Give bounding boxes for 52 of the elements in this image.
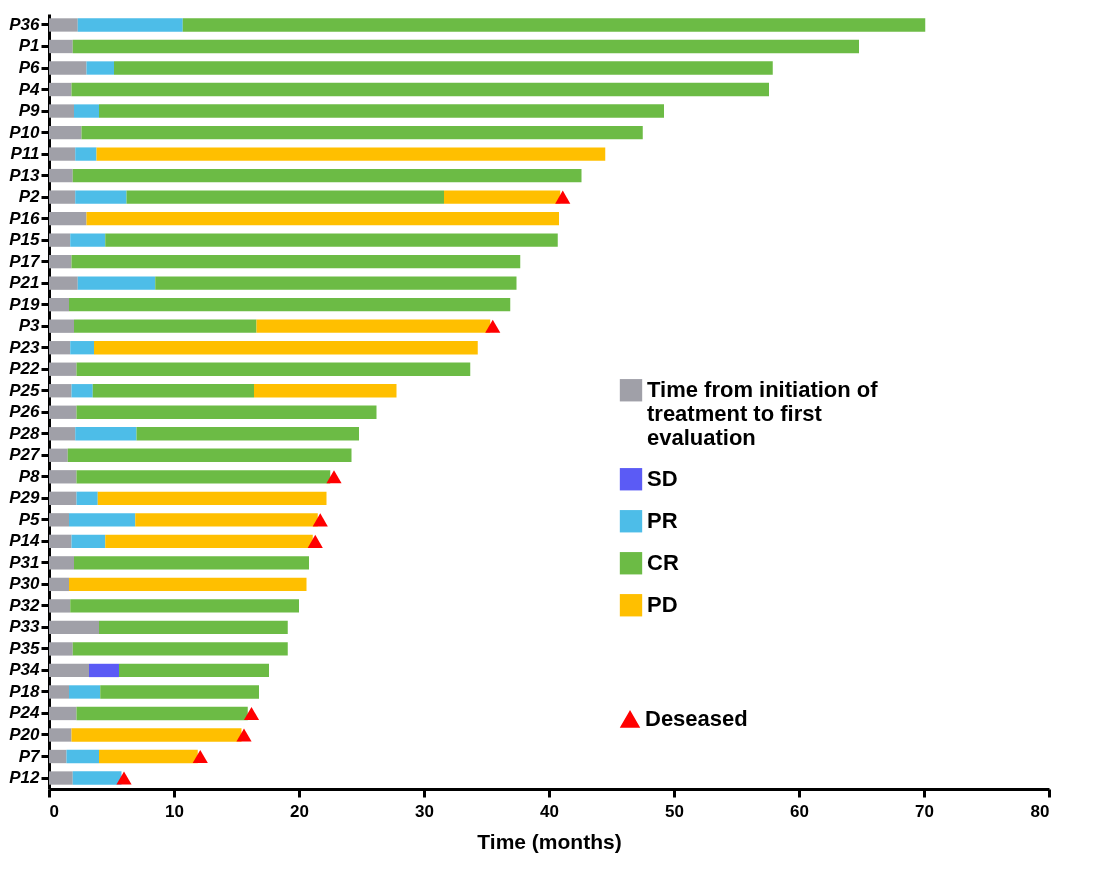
y-tick-label: P18: [9, 681, 41, 701]
y-tick-label: P29: [9, 488, 41, 508]
x-tick-label: 50: [665, 801, 684, 821]
y-tick-label: P14: [9, 531, 41, 551]
x-tick-label: 10: [165, 801, 184, 821]
y-tick-label: P24: [9, 703, 41, 723]
legend-label: Deseased: [645, 706, 748, 732]
y-tick-label: P34: [9, 660, 41, 680]
legend-label: SD: [647, 466, 678, 492]
y-tick-label: P7: [18, 746, 42, 766]
y-tick-label: P32: [9, 595, 41, 615]
y-tick-label: P6: [18, 58, 41, 77]
y-tick-label: P2: [18, 187, 41, 207]
y-tick-label: P23: [9, 337, 41, 357]
x-tick-label: 0: [49, 801, 59, 821]
legend-label: PD: [647, 592, 678, 618]
y-tick-label: P5: [18, 509, 41, 529]
x-axis-title: Time (months): [477, 829, 622, 853]
x-tick-label: 60: [790, 801, 809, 821]
y-tick-label: P10: [9, 122, 41, 142]
legend-label: Time from initiation of treatment to first evaluation: [647, 377, 879, 451]
y-tick-label: P27: [9, 445, 42, 465]
y-tick-label: P22: [9, 359, 41, 379]
x-tick-label: 40: [540, 801, 559, 821]
x-tick-label: 30: [415, 801, 434, 821]
y-tick-label: P26: [9, 402, 41, 422]
x-tick-label: 70: [915, 801, 934, 821]
y-tick-label: P4: [18, 79, 41, 99]
legend-label: CR: [647, 550, 679, 576]
y-tick-label: P9: [18, 101, 41, 121]
y-tick-label: P20: [9, 725, 41, 744]
y-tick-label: P31: [9, 552, 40, 572]
y-tick-label: P21: [9, 273, 40, 293]
y-tick-label: P3: [18, 316, 41, 336]
y-tick-label: P19: [9, 294, 41, 314]
x-tick-label: 20: [290, 801, 309, 821]
y-tick-label: P33: [9, 617, 41, 637]
y-tick-label: P30: [9, 574, 41, 594]
y-tick-label: P17: [9, 251, 42, 271]
y-tick-label: P36: [9, 14, 41, 34]
y-tick-label: P25: [9, 380, 41, 400]
y-tick-label: P12: [9, 768, 41, 788]
y-tick-label: P8: [18, 466, 41, 486]
legend-label: PR: [647, 508, 678, 534]
y-tick-label: P28: [9, 423, 41, 443]
x-tick-label: 80: [1030, 801, 1050, 821]
y-tick-label: P15: [9, 230, 41, 250]
y-tick-label: P1: [18, 36, 40, 56]
y-tick-label: P16: [9, 208, 41, 228]
y-tick-label: P35: [9, 638, 41, 658]
y-tick-label: P11: [10, 144, 40, 164]
y-tick-label: P13: [9, 165, 41, 185]
